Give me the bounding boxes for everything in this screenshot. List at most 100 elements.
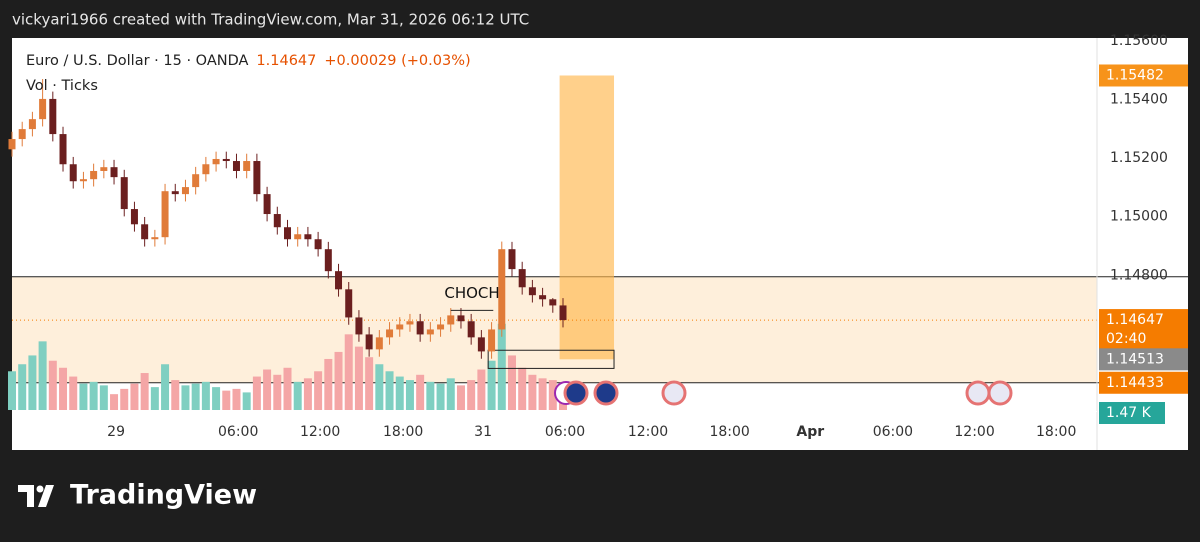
volume-bar bbox=[212, 387, 221, 410]
x-tick-label: 31 bbox=[474, 424, 492, 440]
candle-body bbox=[263, 194, 271, 215]
x-tick-label: 12:00 bbox=[628, 424, 668, 440]
x-tick-label: 18:00 bbox=[1036, 424, 1076, 440]
candle-body bbox=[477, 337, 485, 352]
candle-body bbox=[467, 321, 475, 338]
x-tick-label: 12:00 bbox=[954, 424, 994, 440]
volume-bar bbox=[283, 367, 292, 410]
volume-label: 1.47 K bbox=[1106, 405, 1152, 421]
panel-bottom-edge bbox=[1097, 450, 1200, 460]
x-tick-label: 18:00 bbox=[709, 424, 749, 440]
volume-bar bbox=[497, 323, 506, 410]
plot: CHOCH 1.15600 1.15400 1.15200 1.15000 1.14800… bbox=[8, 33, 1200, 460]
candle-body bbox=[518, 269, 526, 288]
volume-bar bbox=[69, 376, 78, 410]
candle-body bbox=[161, 191, 169, 238]
volume-bar bbox=[191, 383, 200, 410]
candle-body bbox=[304, 234, 312, 240]
credit: vickyari1966 created with TradingView.co… bbox=[12, 11, 529, 29]
price-label-bg bbox=[1099, 309, 1188, 350]
volume-bar bbox=[252, 376, 261, 410]
candle-body bbox=[345, 289, 353, 318]
volume-bar bbox=[28, 355, 37, 410]
y-tick-label: 1.15200 bbox=[1110, 150, 1168, 166]
candle-body bbox=[335, 271, 343, 290]
volume-bar bbox=[38, 341, 47, 410]
volume-bar bbox=[385, 371, 394, 410]
event-icon bbox=[965, 380, 991, 406]
symbol: Euro / U.S. Dollar · 15 · OANDA bbox=[26, 53, 248, 69]
choch-label: CHOCH bbox=[444, 284, 499, 302]
candle-body bbox=[243, 161, 251, 171]
volume-bar bbox=[436, 383, 445, 410]
candle-body bbox=[39, 98, 47, 120]
candle-body bbox=[488, 329, 496, 352]
price-label-bg bbox=[1099, 348, 1188, 371]
volume-bar bbox=[344, 334, 353, 410]
candle-body bbox=[100, 167, 108, 171]
volume-bar bbox=[293, 381, 302, 410]
x-tick-label: 12:00 bbox=[300, 424, 340, 440]
volume-bar bbox=[416, 374, 425, 410]
candle-body bbox=[141, 224, 149, 240]
volume-bar bbox=[477, 369, 486, 410]
candle-body bbox=[273, 214, 281, 228]
candle-body bbox=[79, 179, 87, 182]
candle-body bbox=[284, 227, 292, 240]
x-tick-label: 06:00 bbox=[218, 424, 258, 440]
candle-body bbox=[253, 161, 261, 195]
volume-bar bbox=[375, 364, 384, 410]
candle-body bbox=[151, 237, 159, 240]
legend-symbol: Euro / U.S. Dollar · 15 · OANDA 1.14647 +0… bbox=[26, 53, 471, 69]
x-tick-label: 18:00 bbox=[383, 424, 423, 440]
volume-bar bbox=[456, 385, 465, 410]
volume-title: Vol · Ticks bbox=[26, 78, 98, 94]
price-label: 1.15482 bbox=[1106, 67, 1164, 83]
volume-bar bbox=[538, 378, 547, 410]
y-tick-label: 1.14800 bbox=[1110, 267, 1168, 283]
candle-body bbox=[49, 98, 57, 135]
box bbox=[487, 349, 615, 369]
volume-bar bbox=[324, 358, 333, 410]
candle-body bbox=[549, 299, 557, 306]
volume-bar bbox=[120, 388, 129, 410]
volume-bar bbox=[334, 351, 343, 410]
volume-bar bbox=[507, 355, 516, 410]
volume-bar bbox=[405, 380, 414, 410]
volume-bar bbox=[150, 387, 159, 410]
price-label: 1.14433 bbox=[1106, 375, 1164, 391]
candle-body bbox=[437, 324, 445, 330]
price-change: +0.00029 (+0.03%) bbox=[324, 53, 470, 69]
volume-bar bbox=[59, 367, 68, 410]
volume-bar bbox=[161, 364, 170, 410]
event-icons bbox=[554, 380, 1013, 406]
brand: TradingView bbox=[70, 480, 257, 511]
zone bbox=[559, 75, 615, 360]
axis-strip bbox=[12, 411, 1097, 412]
volume-bar bbox=[232, 388, 241, 410]
candle-body bbox=[8, 139, 16, 150]
volume-bar bbox=[171, 380, 180, 410]
volume-bar bbox=[395, 376, 404, 410]
candle-body bbox=[192, 174, 200, 188]
candle-body bbox=[171, 191, 179, 195]
y-tick-label: 1.15400 bbox=[1110, 92, 1168, 108]
brand-logo bbox=[18, 485, 54, 507]
candle-body bbox=[294, 234, 302, 240]
price-label: 1.14647 bbox=[1106, 312, 1164, 328]
volume-bar bbox=[110, 394, 119, 410]
volume-bar bbox=[548, 380, 557, 410]
volume-bar bbox=[354, 346, 363, 410]
candle-body bbox=[181, 187, 189, 195]
event-icon bbox=[593, 380, 619, 406]
volume-bar bbox=[130, 383, 139, 410]
candle-body bbox=[539, 295, 547, 300]
candle-body bbox=[69, 164, 77, 182]
candle-body bbox=[324, 249, 332, 272]
price-label: 1.14513 bbox=[1106, 351, 1164, 367]
candle-body bbox=[314, 239, 322, 250]
price-label-bg bbox=[1099, 371, 1188, 394]
volume-bar bbox=[99, 385, 108, 410]
